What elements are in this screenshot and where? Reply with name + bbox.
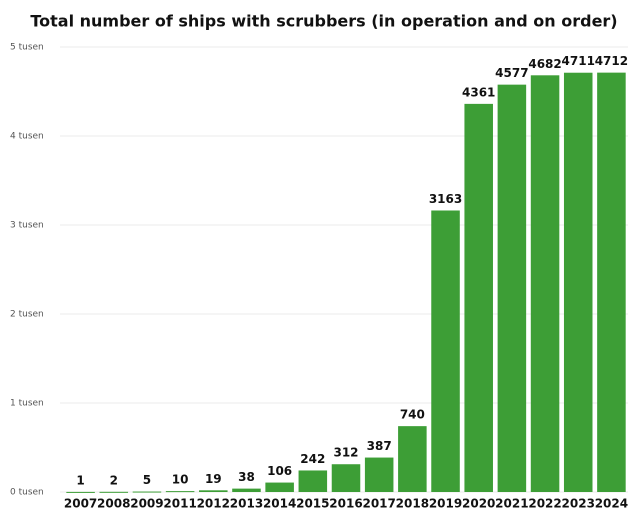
- bar: [66, 491, 95, 493]
- x-tick-label: 2019: [429, 497, 462, 511]
- x-tick-label: 2007: [64, 497, 97, 511]
- bar: [497, 84, 527, 492]
- bar: [132, 491, 162, 493]
- x-tick-label: 2016: [329, 497, 362, 511]
- bar: [398, 426, 427, 492]
- x-tick-label: 2024: [595, 497, 628, 511]
- chart-title: Total number of ships with scrubbers (in…: [30, 12, 617, 31]
- y-tick-label: 2 tusen: [10, 310, 44, 320]
- x-tick-label: 2017: [362, 497, 395, 511]
- data-label: 242: [300, 452, 325, 466]
- data-label: 19: [205, 472, 222, 486]
- x-tick-label: 2008: [97, 497, 130, 511]
- data-label: 740: [400, 408, 425, 422]
- bar: [165, 491, 195, 493]
- data-label: 38: [238, 470, 255, 484]
- bar: [431, 210, 460, 493]
- bar: [298, 470, 328, 492]
- data-label: 3163: [429, 192, 462, 206]
- data-label: 387: [367, 439, 392, 453]
- x-tick-label: 2012: [197, 497, 230, 511]
- bar: [464, 103, 493, 492]
- x-tick-label: 2013: [230, 497, 263, 511]
- y-tick-label: 1 tusen: [10, 399, 44, 409]
- bar: [265, 482, 294, 492]
- bar: [232, 488, 261, 492]
- x-tick-label: 2022: [528, 497, 561, 511]
- data-label: 4682: [528, 57, 561, 71]
- y-tick-label: 5 tusen: [10, 43, 44, 53]
- data-label: 312: [333, 446, 358, 460]
- x-tick-label: 2014: [263, 497, 296, 511]
- data-label: 4577: [495, 66, 528, 80]
- data-label: 2: [110, 473, 118, 487]
- x-tick-label: 2018: [396, 497, 429, 511]
- data-label: 4711: [562, 54, 595, 68]
- data-label: 106: [267, 464, 292, 478]
- bar: [199, 490, 228, 492]
- data-label: 1: [76, 473, 84, 487]
- bar: [364, 457, 394, 492]
- data-label: 4712: [595, 54, 628, 68]
- data-label: 5: [143, 473, 151, 487]
- bar: [331, 464, 361, 492]
- y-tick-label: 0 tusen: [10, 488, 44, 498]
- x-tick-label: 2020: [462, 497, 495, 511]
- bar: [530, 75, 560, 492]
- x-tick-label: 2011: [163, 497, 196, 511]
- bar: [99, 491, 129, 493]
- y-tick-label: 3 tusen: [10, 221, 44, 231]
- x-tick-label: 2021: [495, 497, 528, 511]
- x-tick-label: 2015: [296, 497, 329, 511]
- bar: [597, 72, 626, 492]
- y-tick-label: 4 tusen: [10, 132, 44, 142]
- bar: [563, 72, 593, 492]
- data-label: 4361: [462, 85, 495, 99]
- x-tick-label: 2023: [562, 497, 595, 511]
- data-label: 10: [172, 473, 189, 487]
- x-tick-label: 2009: [130, 497, 163, 511]
